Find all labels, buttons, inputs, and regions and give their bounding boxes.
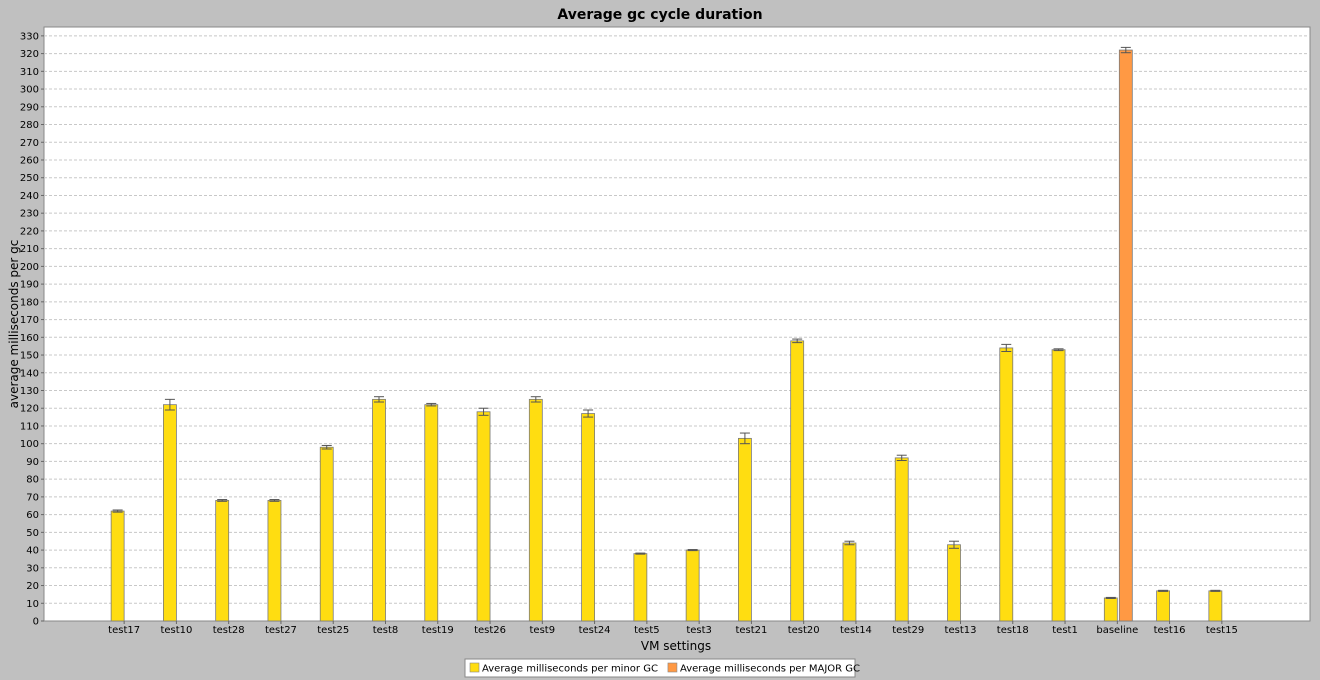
x-tick-label: baseline	[1096, 625, 1138, 636]
y-tick-label: 260	[20, 155, 39, 166]
bar-minor-test16	[1156, 590, 1170, 622]
legend-label: Average milliseconds per minor GC	[482, 664, 658, 675]
x-tick-label: test14	[840, 625, 872, 636]
y-tick-label: 0	[33, 617, 39, 628]
y-tick-label: 240	[20, 191, 39, 202]
x-tick-label: test16	[1154, 625, 1186, 636]
legend-swatch	[469, 662, 480, 673]
y-tick-label: 230	[20, 209, 39, 220]
y-tick-label: 200	[20, 262, 39, 273]
y-tick-label: 30	[26, 563, 39, 574]
y-tick-label: 70	[26, 492, 39, 503]
bar-minor-test24	[581, 413, 595, 622]
x-tick-label: test5	[634, 625, 660, 636]
bar-minor-test27	[267, 500, 282, 622]
x-tick-label: test29	[892, 625, 924, 636]
x-tick-label: test17	[108, 625, 140, 636]
legend: Average milliseconds per minor GC Average…	[464, 658, 860, 678]
x-tick-label: test9	[530, 625, 556, 636]
x-tick-label: test24	[579, 625, 611, 636]
bar-minor-test25	[319, 446, 334, 622]
plot-area	[43, 26, 1311, 622]
x-tick-label: test15	[1206, 625, 1238, 636]
y-tick-label: 10	[26, 599, 39, 610]
bar-minor-test29	[894, 457, 909, 622]
y-tick-label: 140	[20, 368, 39, 379]
x-tick-label: test26	[474, 625, 506, 636]
y-tick-label: 190	[20, 280, 39, 291]
y-tick-label: 330	[20, 31, 39, 42]
bar-minor-test20	[790, 340, 805, 622]
y-tick-label: 50	[26, 528, 39, 539]
x-tick-label: test19	[422, 625, 454, 636]
y-tick-label: 80	[26, 475, 39, 486]
y-tick-label: 250	[20, 173, 39, 184]
grid-lines	[44, 35, 1310, 604]
y-tick-label: 320	[20, 49, 39, 60]
legend-swatch	[667, 662, 678, 673]
bar-major-baseline	[1118, 49, 1133, 622]
y-tick-label: 40	[26, 546, 39, 557]
x-tick-label: test8	[373, 625, 399, 636]
y-tick-label: 130	[20, 386, 39, 397]
x-tick-label: test27	[265, 625, 297, 636]
y-tick-label: 220	[20, 226, 39, 237]
x-tick-label: test18	[997, 625, 1029, 636]
y-tick-label: 290	[20, 102, 39, 113]
bar-minor-baseline	[1103, 597, 1118, 622]
x-axis-ticks: test17 test10 test28 test27 test25 test8 test1…	[108, 621, 1238, 636]
chart-title: Average gc cycle duration	[557, 7, 762, 23]
y-tick-label: 100	[20, 439, 39, 450]
y-tick-label: 270	[20, 138, 39, 149]
y-tick-label: 60	[26, 510, 39, 521]
x-tick-label: test20	[788, 625, 820, 636]
bar-minor-test3	[685, 549, 700, 622]
y-tick-label: 150	[20, 351, 39, 362]
x-tick-label: test21	[735, 625, 767, 636]
bar-minor-test19	[424, 404, 439, 622]
x-tick-label: test10	[160, 625, 192, 636]
y-tick-label: 160	[20, 333, 39, 344]
bar-minor-test14	[842, 542, 857, 622]
bar-minor-test18	[999, 347, 1014, 622]
bar-minor-test1	[1051, 349, 1066, 622]
y-axis-label: average milliseconds per gc	[7, 240, 21, 409]
bar-minor-test5	[633, 553, 648, 622]
x-tick-label: test3	[686, 625, 712, 636]
y-tick-label: 210	[20, 244, 39, 255]
bar-minor-test10	[163, 404, 177, 622]
bar-minor-test8	[372, 398, 386, 622]
bars	[110, 46, 1223, 622]
y-tick-label: 170	[20, 315, 39, 326]
y-tick-label: 20	[26, 581, 39, 592]
y-tick-label: 300	[20, 85, 39, 96]
bar-minor-test26	[476, 411, 491, 622]
x-tick-label: test1	[1052, 625, 1078, 636]
x-tick-label: test25	[317, 625, 349, 636]
y-tick-label: 280	[20, 120, 39, 131]
y-tick-label: 120	[20, 404, 39, 415]
y-tick-label: 90	[26, 457, 39, 468]
bar-minor-test21	[738, 437, 752, 622]
bar-minor-test15	[1208, 590, 1223, 622]
y-tick-label: 310	[20, 67, 39, 78]
y-tick-label: 180	[20, 297, 39, 308]
legend-box	[464, 658, 856, 678]
bar-minor-test13	[947, 544, 961, 622]
x-tick-label: test28	[213, 625, 245, 636]
bar-minor-test28	[215, 500, 230, 622]
legend-label: Average milliseconds per MAJOR GC	[680, 664, 860, 675]
y-axis-ticks: 0 10 20 30 40 50 60 70 80 90 100 110 120 130 140 150 160…	[20, 31, 44, 628]
x-tick-label: test13	[945, 625, 977, 636]
y-tick-label: 110	[20, 421, 39, 432]
bar-minor-test9	[528, 398, 543, 622]
bar-minor-test17	[110, 510, 125, 622]
x-axis-label: VM settings	[641, 639, 711, 653]
